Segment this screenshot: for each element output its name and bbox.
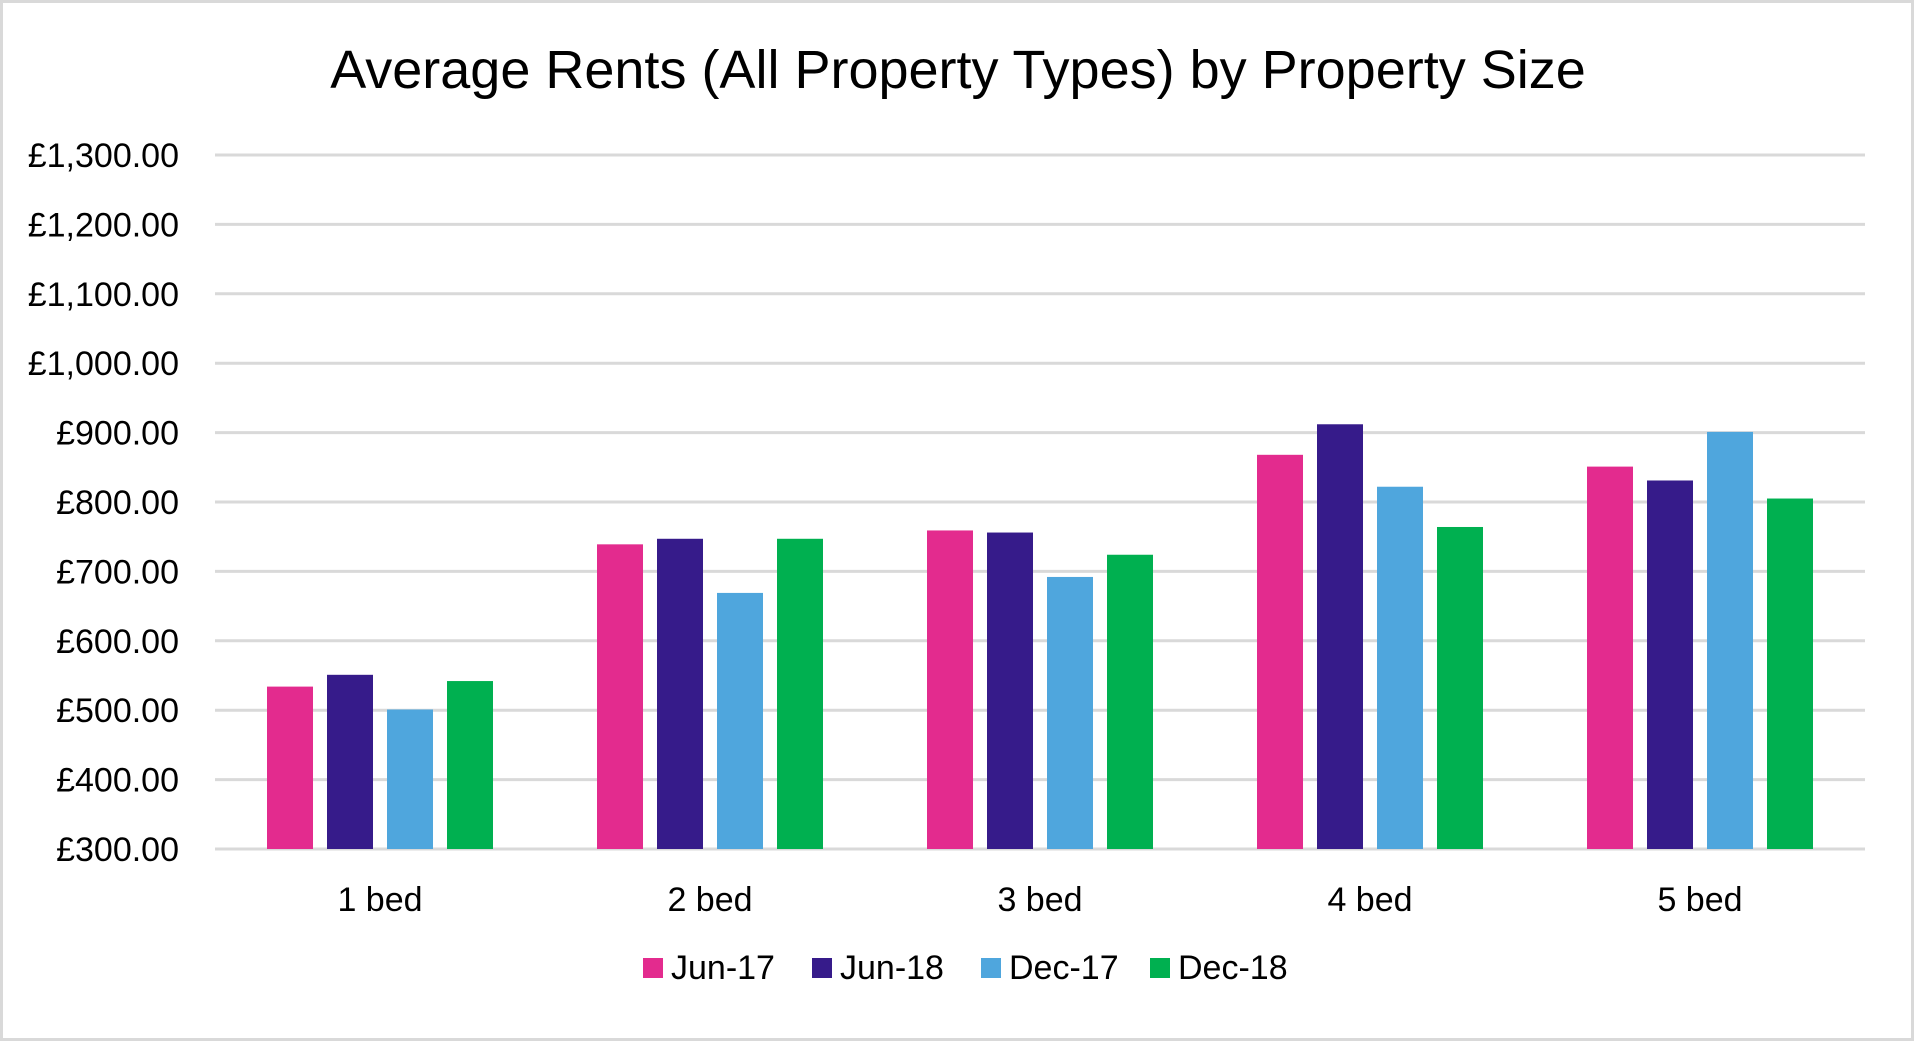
bar-jun-18-5-bed — [1647, 480, 1693, 849]
y-tick-label: £1,100.00 — [28, 276, 179, 314]
chart-title: Average Rents (All Property Types) by Pr… — [330, 40, 1586, 100]
bar-dec-18-3-bed — [1107, 554, 1153, 849]
bar-dec-18-2-bed — [777, 538, 823, 849]
bar-dec-17-5-bed — [1707, 431, 1753, 849]
legend: Jun-17 Jun-18 Dec-17 Dec-18 — [643, 949, 1288, 987]
y-tick-label: £600.00 — [56, 623, 179, 661]
legend-label: Dec-18 — [1178, 949, 1288, 987]
y-tick-label: £700.00 — [56, 553, 179, 591]
bar-jun-17-3-bed — [927, 530, 973, 849]
bar-dec-17-3-bed — [1047, 576, 1093, 849]
y-tick-label: £300.00 — [56, 831, 179, 869]
bar-jun-18-4-bed — [1317, 424, 1363, 849]
bar-dec-17-1-bed — [387, 709, 433, 849]
y-axis-ticks: £300.00 £400.00 £500.00 £600.00 £700.00 £800.… — [28, 137, 179, 869]
bar-jun-17-4-bed — [1257, 454, 1303, 849]
x-category-label: 2 bed — [667, 881, 752, 919]
x-axis-categories: 1 bed 2 bed 3 bed 4 bed 5 bed — [337, 881, 1742, 919]
y-tick-label: £400.00 — [56, 762, 179, 800]
bar-dec-17-2-bed — [717, 592, 763, 849]
bar-chart: Average Rents (All Property Types) by Pr… — [28, 40, 1865, 987]
bar-dec-18-4-bed — [1437, 526, 1483, 849]
y-tick-label: £500.00 — [56, 692, 179, 730]
legend-swatch — [1150, 958, 1170, 978]
legend-swatch — [643, 958, 663, 978]
y-tick-label: £1,200.00 — [28, 206, 179, 244]
bar-dec-18-1-bed — [447, 681, 493, 849]
bar-dec-18-5-bed — [1767, 498, 1813, 849]
bar-dec-17-4-bed — [1377, 486, 1423, 849]
legend-label: Dec-17 — [1009, 949, 1119, 987]
x-category-label: 5 bed — [1657, 881, 1742, 919]
legend-label: Jun-17 — [671, 949, 775, 987]
bar-jun-17-1-bed — [267, 686, 313, 849]
y-tick-label: £1,000.00 — [28, 345, 179, 383]
x-category-label: 3 bed — [997, 881, 1082, 919]
y-tick-label: £800.00 — [56, 484, 179, 522]
bar-jun-17-2-bed — [597, 544, 643, 849]
y-tick-label: £1,300.00 — [28, 137, 179, 175]
legend-swatch — [812, 958, 832, 978]
legend-label: Jun-18 — [840, 949, 944, 987]
bar-jun-18-1-bed — [327, 674, 373, 849]
bar-jun-17-5-bed — [1587, 466, 1633, 849]
legend-swatch — [981, 958, 1001, 978]
x-category-label: 4 bed — [1327, 881, 1412, 919]
bar-jun-18-3-bed — [987, 532, 1033, 849]
bar-jun-18-2-bed — [657, 538, 703, 849]
x-category-label: 1 bed — [337, 881, 422, 919]
bars — [267, 424, 1813, 849]
y-tick-label: £900.00 — [56, 415, 179, 453]
